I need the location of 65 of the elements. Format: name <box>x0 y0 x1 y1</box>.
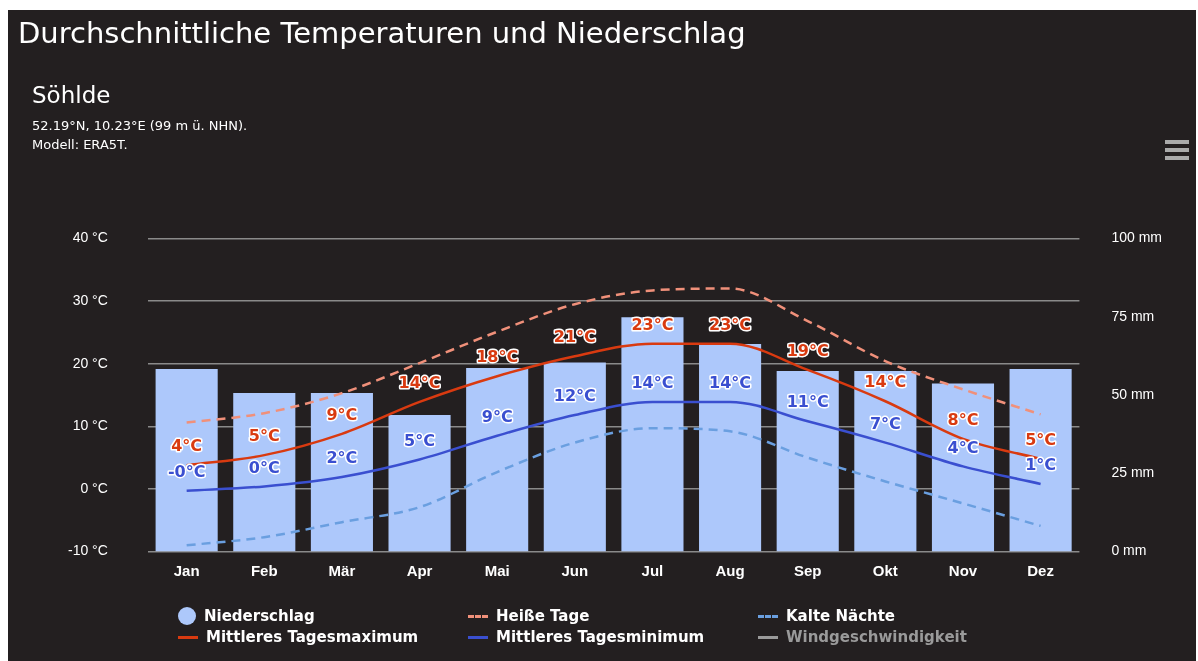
x-tick-label: Jan <box>173 561 200 579</box>
data-label: 11°C <box>786 392 829 412</box>
legend-label: Windgeschwindigkeit <box>786 628 967 646</box>
data-label: 9°C <box>326 404 358 424</box>
x-tick-label: Jul <box>641 561 664 579</box>
data-label: 4°C <box>947 437 979 457</box>
data-label: 1°C <box>1025 455 1057 475</box>
data-label: 14°C <box>709 373 752 393</box>
y2-tick-label: 25 mm <box>1111 464 1155 481</box>
y-tick-label: 0 °C <box>80 479 108 496</box>
y-tick-label: 30 °C <box>72 291 108 308</box>
data-label: 14°C <box>398 373 441 393</box>
chart-title: Durchschnittliche Temperaturen und Niederschlag <box>18 16 746 50</box>
y2-tick-label: 75 mm <box>1111 307 1155 324</box>
bar <box>155 369 218 552</box>
data-label: 5°C <box>1025 430 1057 450</box>
data-label: 14°C <box>631 373 674 393</box>
bar <box>1009 369 1072 552</box>
chart-subtitle: Söhlde <box>32 82 111 108</box>
y-tick-label: -10 °C <box>67 542 108 559</box>
y-tick-label: 10 °C <box>72 417 108 434</box>
data-label: 4°C <box>171 436 203 456</box>
legend-label: Mittleres Tagesminimum <box>496 628 705 646</box>
legend-label: Kalte Nächte <box>786 607 896 625</box>
data-label: 23°C <box>631 314 674 334</box>
x-tick-label: Mär <box>328 561 356 579</box>
x-tick-label: Jun <box>561 561 589 579</box>
x-tick-label: Dez <box>1027 561 1054 579</box>
y2-tick-label: 0 mm <box>1111 542 1147 559</box>
y-tick-label: 40 °C <box>72 229 108 246</box>
bar <box>388 415 451 552</box>
x-tick-label: Okt <box>872 561 898 579</box>
data-label: 9°C <box>481 406 513 426</box>
bar <box>699 343 762 552</box>
x-tick-label: Apr <box>406 561 433 579</box>
y-tick-label: 20 °C <box>72 354 108 371</box>
y2-tick-label: 50 mm <box>1111 385 1155 402</box>
data-label: 5°C <box>248 426 280 446</box>
x-tick-label: Feb <box>250 561 278 579</box>
data-label: 12°C <box>553 386 596 406</box>
bar <box>776 370 839 552</box>
bar <box>466 368 529 552</box>
x-tick-label: Aug <box>715 561 745 579</box>
data-label: 2°C <box>326 448 358 468</box>
x-tick-label: Sep <box>793 561 822 579</box>
data-label: 21°C <box>553 327 596 347</box>
data-label: 0°C <box>248 457 280 477</box>
data-label: 14°C <box>864 372 907 392</box>
legend-label: Mittleres Tagesmaximum <box>206 628 419 646</box>
data-label: 19°C <box>786 341 829 361</box>
text: 52.19°N, 10.23°E (99 m ü. NHN). <box>32 117 248 135</box>
text: Modell: ERA5T. <box>32 136 129 154</box>
bar <box>543 362 606 552</box>
data-label: 8°C <box>947 410 979 429</box>
data-label: 18°C <box>476 347 519 367</box>
data-label: -0°C <box>167 462 206 481</box>
y2-tick-label: 100 mm <box>1111 229 1163 246</box>
bar <box>621 317 684 552</box>
data-label: 23°C <box>709 314 752 334</box>
data-label: 7°C <box>869 413 901 433</box>
x-tick-label: Mai <box>484 561 510 579</box>
data-label: 5°C <box>404 430 435 450</box>
legend-label: Niederschlag <box>204 607 315 625</box>
legend-label: Heiße Tage <box>496 607 590 625</box>
x-tick-label: Nov <box>948 561 978 579</box>
